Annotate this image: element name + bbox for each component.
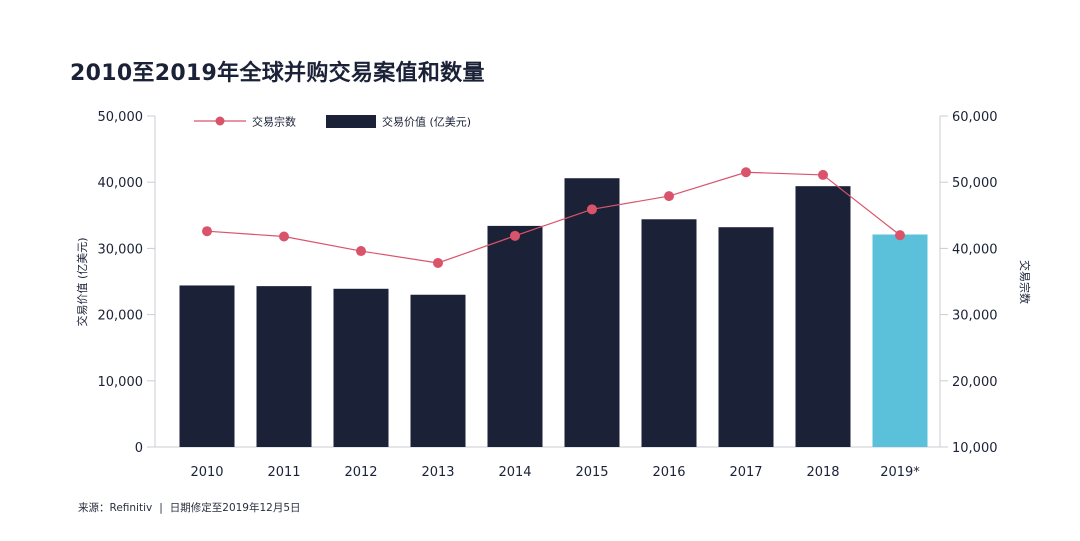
- left-axis-label: 交易价值 (亿美元): [75, 237, 89, 326]
- legend-label-count: 交易宗数: [252, 115, 296, 129]
- bar-2011: [256, 286, 312, 447]
- deal-count-point-2015: [587, 204, 597, 215]
- x-tick-label: 2013: [421, 465, 454, 480]
- right-tick-label: 10,000: [952, 441, 998, 456]
- bar-2015: [564, 178, 620, 447]
- left-tick-label: 30,000: [98, 242, 144, 257]
- left-tick-label: 20,000: [98, 309, 144, 324]
- legend-line-marker: [215, 116, 225, 126]
- legend-label-value: 交易价值 (亿美元): [382, 115, 471, 129]
- bar-2013: [410, 294, 466, 447]
- bar-2012: [333, 288, 389, 447]
- right-tick-label: 50,000: [952, 176, 998, 191]
- bar-2018: [795, 186, 851, 447]
- chart-title: 2010至2019年全球并购交易案值和数量: [70, 61, 485, 86]
- bar-2016: [641, 219, 697, 447]
- x-tick-label: 2014: [498, 465, 531, 480]
- deal-count-point-2011: [279, 231, 289, 242]
- right-axis-label: 交易宗数: [1018, 260, 1032, 304]
- bar-2019: [872, 234, 928, 447]
- deal-count-point-2013: [433, 257, 443, 268]
- x-tick-label: 2016: [652, 465, 685, 480]
- line-layer: [202, 167, 905, 268]
- bar-2010: [179, 285, 235, 447]
- left-tick-label: 50,000: [98, 110, 144, 125]
- x-tick-label: 2012: [344, 465, 377, 480]
- bar-2017: [718, 227, 774, 447]
- date-note: 日期修定至2019年12月5日: [169, 502, 301, 514]
- x-tick-label: 2017: [729, 465, 762, 480]
- footer-separator: |: [159, 502, 163, 514]
- source-text: 来源：Refinitiv: [78, 502, 153, 514]
- x-tick-label: 2011: [267, 465, 300, 480]
- left-tick-label: 40,000: [98, 176, 144, 191]
- x-tick-label: 2010: [190, 465, 223, 480]
- deal-count-point-2017: [741, 167, 751, 178]
- right-tick-label: 20,000: [952, 375, 998, 390]
- left-tick-label: 10,000: [98, 375, 144, 390]
- deal-count-point-2019: [895, 230, 905, 241]
- bar-2014: [487, 225, 543, 447]
- legend: 交易宗数 交易价值 (亿美元): [194, 115, 471, 129]
- x-tick-label: 2015: [575, 465, 608, 480]
- right-tick-label: 40,000: [952, 242, 998, 257]
- x-tick-label: 2019*: [880, 465, 920, 480]
- deal-count-point-2016: [664, 191, 674, 202]
- deal-count-line: [206, 171, 901, 264]
- legend-bar-swatch: [326, 115, 376, 128]
- deal-count-point-2010: [202, 226, 212, 237]
- bars-layer: [179, 178, 928, 447]
- deal-count-point-2012: [356, 246, 366, 257]
- left-tick-label: 0: [135, 441, 143, 456]
- deal-count-point-2018: [818, 169, 828, 180]
- footer: 来源：Refinitiv | 日期修定至2019年12月5日: [78, 500, 301, 515]
- x-tick-label: 2018: [806, 465, 839, 480]
- deal-count-point-2014: [510, 230, 520, 241]
- right-tick-label: 60,000: [952, 110, 998, 125]
- right-tick-label: 30,000: [952, 309, 998, 324]
